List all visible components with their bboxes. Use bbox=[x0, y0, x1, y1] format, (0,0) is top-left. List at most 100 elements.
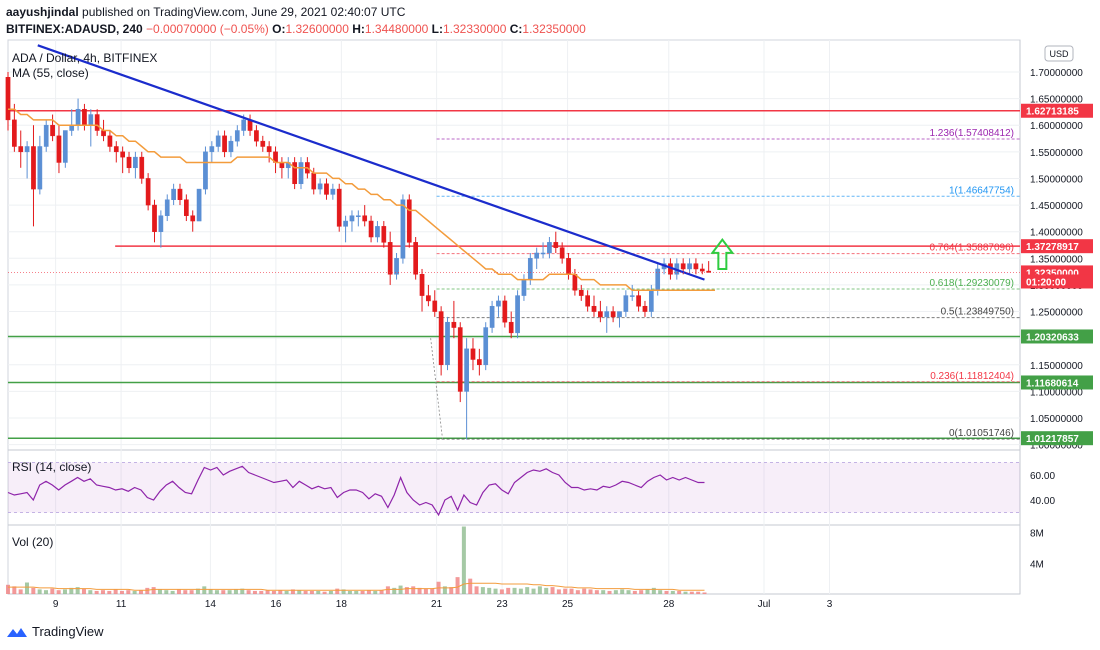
candle-body bbox=[375, 226, 380, 238]
volume-bar bbox=[113, 589, 118, 594]
candle-body bbox=[521, 279, 527, 296]
volume-bar bbox=[328, 590, 333, 594]
price-axis-badge[interactable] bbox=[1021, 239, 1093, 254]
volume-bar bbox=[537, 586, 542, 594]
candle-body bbox=[387, 242, 393, 275]
price-axis-badge[interactable] bbox=[1021, 375, 1093, 390]
volume-bar bbox=[151, 587, 156, 594]
candle-body bbox=[266, 146, 272, 153]
candle-body bbox=[438, 311, 444, 366]
time-axis[interactable]: 9 11 14 16 18 21 23 25 28 Jul 3 bbox=[53, 599, 833, 610]
rsi-band bbox=[8, 462, 1020, 513]
price-axis-badge-label: 1.20320633 bbox=[1026, 332, 1079, 343]
candle-body bbox=[311, 172, 317, 190]
candle-body bbox=[113, 146, 119, 153]
price-tick-label: 1.60000000 bbox=[1030, 121, 1083, 132]
candle-body bbox=[534, 252, 540, 259]
volume-bar bbox=[563, 588, 568, 594]
volume-bar bbox=[664, 590, 669, 594]
volume-bar bbox=[683, 591, 688, 594]
trendline[interactable] bbox=[37, 44, 705, 281]
candle-body bbox=[107, 135, 113, 147]
candle-body bbox=[62, 130, 68, 163]
volume-bar bbox=[677, 590, 682, 594]
candle-body bbox=[139, 156, 145, 179]
low-label: L: bbox=[431, 22, 443, 36]
volume-bar bbox=[601, 590, 606, 594]
fib-label: 0(1.01051746) bbox=[949, 428, 1014, 439]
change-value: −0.00070000 (−0.05%) bbox=[146, 22, 269, 36]
volume-bar bbox=[240, 588, 245, 594]
volume-bar bbox=[290, 589, 295, 594]
volume-bar bbox=[164, 590, 169, 594]
volume-bar bbox=[145, 587, 150, 594]
candle-body bbox=[699, 268, 705, 272]
price-tick-label: 1.40000000 bbox=[1030, 228, 1083, 239]
candle-body bbox=[636, 295, 641, 307]
candle-body bbox=[228, 140, 234, 153]
low-value: 1.32330000 bbox=[442, 22, 507, 36]
legend-vol: Vol (20) bbox=[12, 535, 53, 549]
volume-bar bbox=[379, 590, 384, 594]
price-axis-badge-label: 1.37278917 bbox=[1026, 242, 1079, 253]
price-tick-label: 1.55000000 bbox=[1030, 148, 1083, 159]
candle-body bbox=[94, 114, 100, 131]
candle-body bbox=[680, 263, 686, 270]
price-axis-badge[interactable] bbox=[1021, 329, 1093, 344]
time-tick-label: 16 bbox=[270, 599, 282, 610]
volume-bar bbox=[506, 587, 511, 594]
candle-body bbox=[152, 204, 157, 232]
candle-body bbox=[432, 300, 438, 312]
candle-body bbox=[222, 135, 227, 153]
candle-body bbox=[260, 140, 266, 147]
volume-bar bbox=[373, 590, 378, 594]
rsi-line[interactable] bbox=[7, 465, 705, 517]
candle-body bbox=[196, 188, 202, 222]
volume-bar bbox=[696, 591, 701, 594]
candle-body bbox=[324, 183, 329, 195]
volume-bar bbox=[347, 590, 352, 594]
candle-body bbox=[209, 146, 215, 153]
candle-body bbox=[292, 162, 297, 185]
price-tick-label: 1.70000000 bbox=[1030, 68, 1083, 79]
candle-body bbox=[215, 135, 221, 147]
volume-bar bbox=[544, 587, 549, 594]
price-axis[interactable]: 1.70000000 1.65000000 1.60000000 1.55000000… bbox=[1021, 68, 1093, 570]
price-axis-badge[interactable] bbox=[1021, 274, 1093, 289]
candle-body bbox=[254, 130, 259, 142]
author-name[interactable]: aayushjindal bbox=[6, 5, 79, 19]
volume-bar bbox=[588, 589, 593, 594]
ma55-line[interactable] bbox=[8, 108, 715, 292]
volume-bar bbox=[221, 590, 226, 594]
footer-brand[interactable]: TradingView bbox=[32, 624, 104, 639]
volume-bar bbox=[18, 589, 23, 594]
candle-body bbox=[489, 305, 495, 328]
rsi-pane bbox=[7, 462, 1020, 517]
volume-bar bbox=[100, 590, 105, 594]
candle-body bbox=[572, 274, 578, 291]
currency-badge[interactable] bbox=[1044, 45, 1074, 62]
volume-bar bbox=[265, 590, 270, 594]
volume-bar bbox=[430, 588, 435, 594]
volume-bar bbox=[607, 590, 612, 594]
candle-body bbox=[508, 321, 514, 334]
volume-bar bbox=[126, 590, 131, 594]
volume-bar bbox=[493, 588, 498, 594]
candle-body bbox=[648, 290, 654, 312]
time-tick-label: 23 bbox=[497, 599, 509, 610]
volume-bar bbox=[259, 590, 264, 594]
volume-bar bbox=[556, 589, 561, 594]
price-axis-badge-label: 1.32350000 bbox=[1026, 268, 1079, 279]
price-axis-badge[interactable] bbox=[1021, 431, 1093, 446]
candle-body bbox=[43, 124, 49, 147]
price-axis-badge-label: 1.01217857 bbox=[1026, 434, 1079, 445]
fibonacci-levels: 1.236(1.57408412) 1(1.46647754) 0.764(1.35… bbox=[436, 128, 1020, 440]
volume-bar bbox=[75, 587, 80, 594]
rsi-tick-label: 60.00 bbox=[1030, 471, 1055, 482]
volume-bar bbox=[518, 588, 523, 594]
time-tick-label: 14 bbox=[205, 599, 217, 610]
volume-bar bbox=[227, 590, 232, 594]
price-axis-badge[interactable] bbox=[1021, 103, 1093, 118]
open-value: 1.32600000 bbox=[285, 22, 349, 36]
